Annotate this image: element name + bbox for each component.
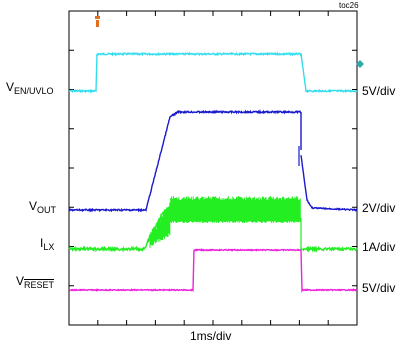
channel-label-ilx: ILX [40,236,54,252]
scale-label-vout: 2V/div [362,201,396,215]
scale-label-ilx: 1A/div [362,240,396,254]
channel-label-vout: VOUT [29,199,56,215]
scale-label-reset: 5V/div [362,281,396,295]
channel-label-en-uvlo: VEN/UVLO [6,80,54,96]
level-marker [356,60,364,68]
channel-label-reset: VRESET [16,274,54,290]
scale-label-en-uvlo: 5V/div [362,84,396,98]
channel-sub-reset: RESET [24,280,55,290]
trace-en-uvlo [68,51,358,94]
channel-name-vout: V [29,199,38,213]
waveform-traces [68,51,358,293]
figure-tag: toc26 [339,1,359,10]
trace-vout [68,108,358,213]
channel-name-ilx: I [40,236,44,250]
trigger-marker [95,16,100,27]
trace-ilx-tail [300,245,358,253]
channel-name-en-uvlo: V [6,80,15,94]
trace-reset [68,247,358,293]
trace-ilx-band [149,196,301,248]
channel-name-reset: V [16,274,25,288]
channel-sub-ilx: LX [43,242,55,252]
tick-marks [69,11,357,325]
trace-ilx [68,206,171,253]
channel-sub-en-uvlo: EN/UVLO [14,86,54,96]
channel-sub-vout: OUT [37,205,57,215]
x-scale-label: 1ms/div [190,329,232,343]
plot-frame [68,10,358,326]
